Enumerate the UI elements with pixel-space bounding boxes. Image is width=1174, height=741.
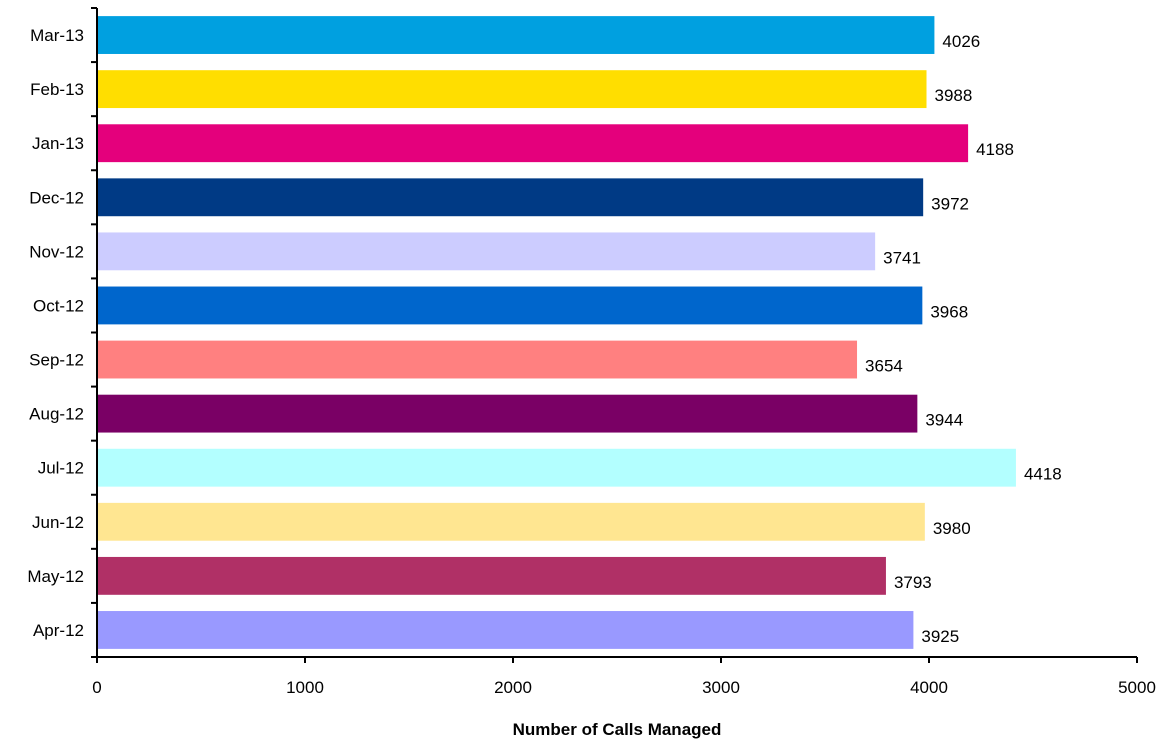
bar-Jun-12 <box>98 502 925 541</box>
bar-Nov-12 <box>98 232 876 271</box>
bar-Oct-12 <box>98 286 923 325</box>
x-axis: 0 1000 2000 3000 4000 5000 <box>92 656 1156 697</box>
category-label-Dec-12: Dec-12 <box>29 188 84 207</box>
x-tick-label-4000: 4000 <box>910 678 948 697</box>
bars-layer <box>98 16 1016 649</box>
bar-Mar-13 <box>98 16 935 54</box>
category-label-Jan-13: Jan-13 <box>32 134 84 153</box>
bar-Jul-12 <box>98 448 1016 487</box>
bar-Aug-12 <box>98 394 918 433</box>
category-label-Sep-12: Sep-12 <box>29 351 84 370</box>
data-labels-layer: 3925 3793 3980 4418 3944 3654 3968 3741 3972 4188… <box>865 32 1062 646</box>
data-label-Apr-12: 3925 <box>921 627 959 646</box>
x-tick-label-1000: 1000 <box>286 678 324 697</box>
category-label-Mar-13: Mar-13 <box>30 26 84 45</box>
bar-Feb-13 <box>98 70 927 109</box>
data-label-Nov-12: 3741 <box>883 248 921 267</box>
data-label-Mar-13: 4026 <box>942 32 980 51</box>
bar-Apr-12 <box>98 611 914 649</box>
category-label-Nov-12: Nov-12 <box>29 242 84 261</box>
bar-Sep-12 <box>98 340 858 379</box>
bar-Dec-12 <box>98 178 924 217</box>
x-tick-label-5000: 5000 <box>1118 678 1156 697</box>
data-label-Jul-12: 4418 <box>1024 465 1062 484</box>
data-label-Oct-12: 3968 <box>930 302 968 321</box>
x-tick-label-2000: 2000 <box>494 678 532 697</box>
data-label-Aug-12: 3944 <box>925 411 963 430</box>
category-label-Aug-12: Aug-12 <box>29 405 84 424</box>
data-label-Jan-13: 4188 <box>976 140 1014 159</box>
x-axis-title: Number of Calls Managed <box>513 720 722 739</box>
bar-Jan-13 <box>98 124 969 163</box>
category-label-May-12: May-12 <box>27 567 84 586</box>
x-tick-label-0: 0 <box>92 678 101 697</box>
data-label-May-12: 3793 <box>894 573 932 592</box>
data-label-Jun-12: 3980 <box>933 519 971 538</box>
category-label-Oct-12: Oct-12 <box>33 296 84 315</box>
category-label-Feb-13: Feb-13 <box>30 80 84 99</box>
category-label-Jul-12: Jul-12 <box>38 459 84 478</box>
data-label-Sep-12: 3654 <box>865 357 903 376</box>
data-label-Feb-13: 3988 <box>935 86 973 105</box>
bar-May-12 <box>98 556 886 595</box>
category-label-Jun-12: Jun-12 <box>32 513 84 532</box>
x-tick-label-3000: 3000 <box>702 678 740 697</box>
data-label-Dec-12: 3972 <box>931 194 969 213</box>
y-axis: Apr-12 May-12 Jun-12 Jul-12 Aug-12 Sep-12 Oct-… <box>27 7 98 658</box>
category-label-Apr-12: Apr-12 <box>33 621 84 640</box>
